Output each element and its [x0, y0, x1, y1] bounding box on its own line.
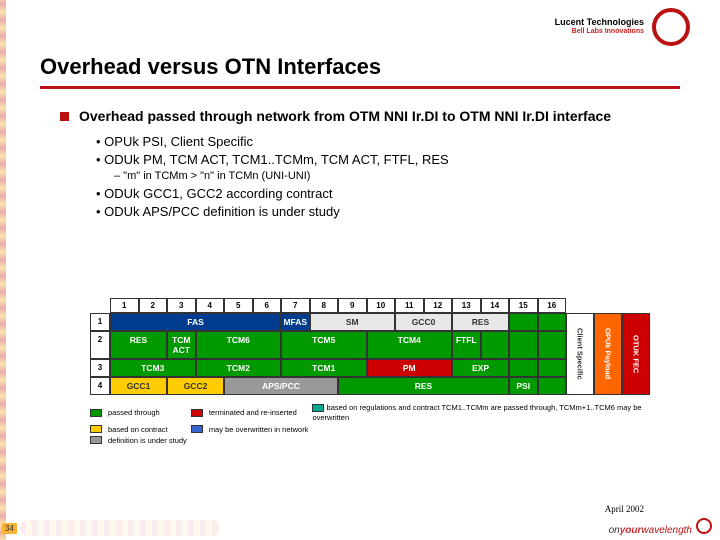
legend-swatch-gray [90, 436, 102, 444]
col-header: 11 [395, 298, 424, 313]
legend-right: based on regulations and contract TCM1..… [312, 403, 650, 423]
overhead-cell: TCM2 [196, 359, 282, 377]
overhead-cell: TCM3 [110, 359, 196, 377]
overhead-cell: TCM6 [196, 331, 282, 359]
content: Overhead passed through network from OTM… [60, 108, 680, 222]
overhead-cell: RES [110, 331, 167, 359]
col-header: 2 [139, 298, 168, 313]
legend-text: definition is under study [108, 436, 187, 445]
vlabel-otuk: OTUK FEC [622, 313, 650, 395]
legend-swatch-blue [191, 425, 203, 433]
legend-swatch-yellow [90, 425, 102, 433]
overhead-cell [509, 331, 538, 359]
sub-bullet-2: • ODUk PM, TCM ACT, TCM1..TCMm, TCM ACT,… [96, 152, 680, 167]
col-header: 3 [167, 298, 196, 313]
legend-text: based on contract [108, 425, 187, 434]
overhead-cell: GCC2 [167, 377, 224, 395]
sub-bullet-3: • ODUk GCC1, GCC2 according contract [96, 186, 680, 201]
overhead-cell [538, 331, 567, 359]
overhead-cell: APS/PCC [224, 377, 338, 395]
legend-text: terminated and re-inserted [209, 408, 309, 417]
page-number: 34 [2, 523, 17, 534]
ring-logo-icon [652, 8, 690, 46]
col-header: 6 [253, 298, 282, 313]
overhead-cell: GCC1 [110, 377, 167, 395]
col-header: 7 [281, 298, 310, 313]
row-header: 1 [90, 313, 110, 331]
slide-title: Overhead versus OTN Interfaces [40, 54, 381, 80]
overhead-cell: GCC0 [395, 313, 452, 331]
overhead-cell: TCM1 [281, 359, 367, 377]
left-edge-decoration [0, 0, 18, 540]
overhead-cell: FTFL [452, 331, 481, 359]
overhead-cell: TCM4 [367, 331, 453, 359]
col-header: 14 [481, 298, 510, 313]
row-header: 4 [90, 377, 110, 395]
overhead-cell: MFAS [281, 313, 310, 331]
sub-bullet-1: • OPUk PSI, Client Specific [96, 134, 680, 149]
legend-swatch-red [191, 409, 203, 417]
overhead-cell: RES [452, 313, 509, 331]
col-header: 4 [196, 298, 225, 313]
overhead-diagram: 123456789101112131415161FASMFASSMGCC0RES… [90, 298, 650, 445]
footer-wave-icon [20, 520, 220, 536]
col-header: 13 [452, 298, 481, 313]
brand-sub: Bell Labs Innovations [555, 28, 644, 36]
overhead-cell: PM [367, 359, 453, 377]
col-header: 12 [424, 298, 453, 313]
col-header: 9 [338, 298, 367, 313]
overhead-cell [538, 313, 567, 331]
overhead-cell [538, 377, 567, 395]
sub-sub-bullet: – "m" in TCMm > "n" in TCMn (UNI-UNI) [114, 170, 680, 182]
row-header: 3 [90, 359, 110, 377]
legend-swatch-green [90, 409, 102, 417]
footer-date: April 2002 [605, 504, 644, 514]
main-bullet: Overhead passed through network from OTM… [79, 108, 611, 126]
col-header: 5 [224, 298, 253, 313]
col-header: 1 [110, 298, 139, 313]
overhead-cell [509, 359, 538, 377]
col-header: 15 [509, 298, 538, 313]
overhead-cell: FAS [110, 313, 281, 331]
overhead-cell: TCM5 [281, 331, 367, 359]
overhead-cell: PSI [509, 377, 538, 395]
brand: Lucent Technologies [555, 18, 644, 28]
col-header: 16 [538, 298, 567, 313]
overhead-cell [481, 331, 510, 359]
vlabel-opuk: OPUk Payload [594, 313, 622, 395]
footer-ring-icon [696, 518, 712, 534]
overhead-cell: TCM ACT [167, 331, 196, 359]
overhead-cell: EXP [452, 359, 509, 377]
overhead-cell: SM [310, 313, 396, 331]
overhead-cell: RES [338, 377, 509, 395]
legend: passed through terminated and re-inserte… [90, 403, 650, 445]
legend-text: passed through [108, 408, 187, 417]
col-header: 10 [367, 298, 396, 313]
col-header: 8 [310, 298, 339, 313]
sub-bullet-4: • ODUk APS/PCC definition is under study [96, 204, 680, 219]
overhead-cell [538, 359, 567, 377]
overhead-cell [509, 313, 538, 331]
row-header: 2 [90, 331, 110, 359]
header: Lucent Technologies Bell Labs Innovation… [555, 8, 690, 46]
vlabel-client: Client Specific [566, 313, 594, 395]
title-rule [40, 86, 680, 89]
bullet-square-icon [60, 112, 69, 121]
legend-text: may be overwritten in network [209, 425, 309, 434]
footer-tagline: onyourwavelength [609, 525, 692, 536]
